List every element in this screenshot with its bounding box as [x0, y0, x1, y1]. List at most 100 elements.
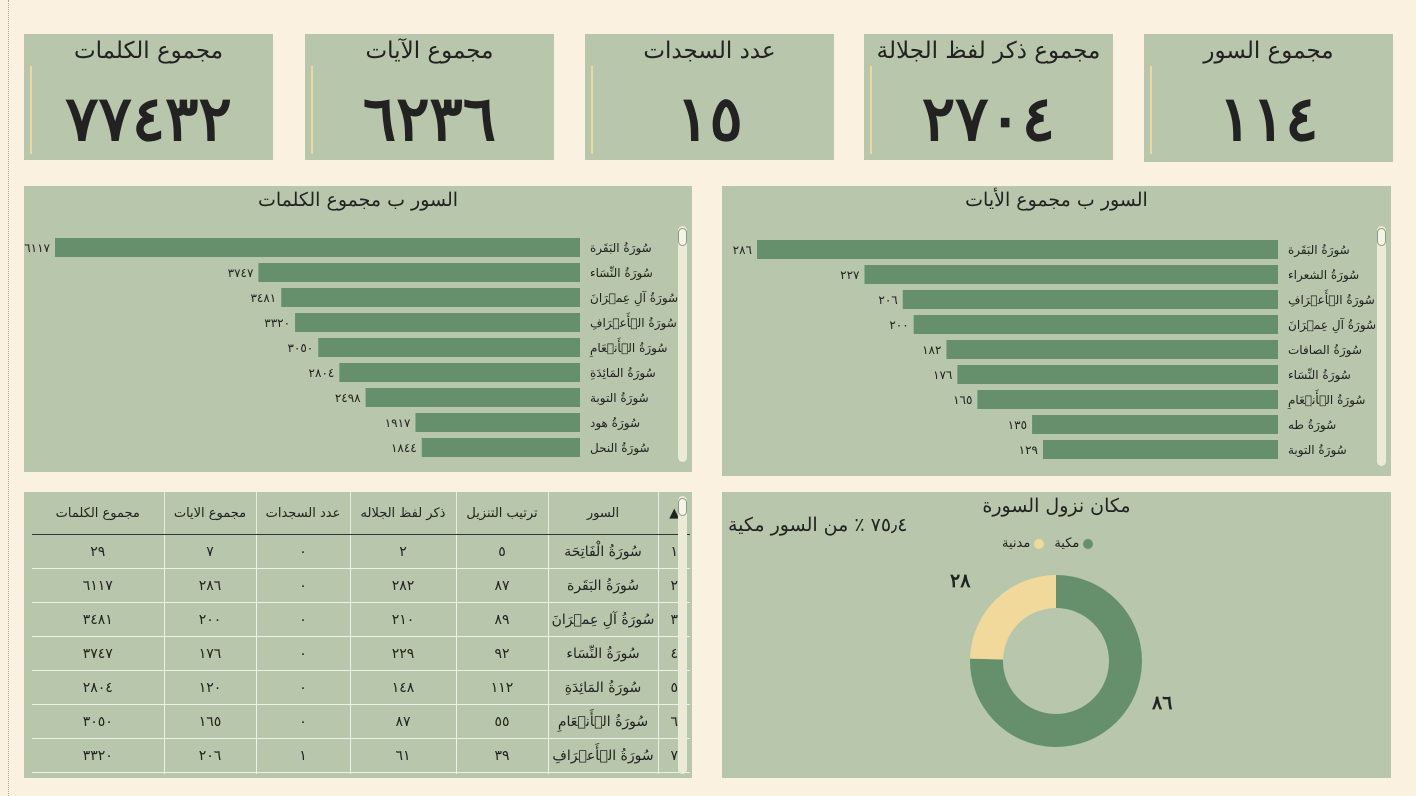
table-cell: ٢ [349, 534, 456, 569]
sort-ascending-icon[interactable]: ▲ [669, 505, 680, 521]
bar-category-label: سُورَةُ البَقَرة [1288, 243, 1350, 258]
bar-category-label: سُورَةُ التوبة [1288, 443, 1347, 458]
bar[interactable] [946, 340, 1278, 359]
kpi-card-total-verses[interactable]: مجموع الآيات ٦٢٣٦ [305, 34, 554, 160]
bar[interactable] [365, 388, 580, 407]
table-row[interactable]: ٥ سُورَةُ المَائِدَةِ ١١٢ ١٤٨ ٠ ١٢٠ ٢٨٠٤ [32, 670, 690, 705]
table-cell: ٢٠٠ [163, 602, 256, 637]
table-cell: سُورَةُ الْفَاتِحَة [547, 534, 658, 569]
kpi-title: مجموع الآيات [365, 38, 494, 64]
table-row[interactable]: ٤ سُورَةُ النِّسَاء ٩٢ ٢٢٩ ٠ ١٧٦ ٣٧٤٧ [32, 636, 690, 671]
bar[interactable] [977, 390, 1278, 409]
surah-table-panel[interactable]: ▲ السور ترتيب التنزيل ذكر لفظ الجلاله عد… [24, 492, 692, 778]
surah-table: ▲ السور ترتيب التنزيل ذكر لفظ الجلاله عد… [32, 492, 690, 774]
legend-dot [1034, 538, 1045, 549]
kpi-title: مجموع الكلمات [73, 38, 224, 64]
kpi-value: ٦٢٣٦ [362, 82, 497, 155]
table-row[interactable]: ١ سُورَةُ الْفَاتِحَة ٥ ٢ ٠ ٧ ٢٩ [32, 534, 690, 569]
table-cell: ٣٧٤٧ [32, 636, 164, 671]
kpi-accent-line [591, 66, 593, 154]
bar[interactable] [913, 315, 1278, 334]
bar-category-label: سُورَةُ التوبة [590, 391, 649, 406]
legend-item-medinan[interactable]: مدنية [1002, 536, 1045, 551]
revelation-place-panel[interactable]: مكان نزول السورة ٧٥٫٤ ٪ من السور مكية مك… [722, 492, 1391, 778]
bar-category-label: سُورَةُ هود [590, 416, 640, 431]
bar-category-label: سُورَةُ الصافات [1288, 343, 1362, 358]
kpi-card-allah-mentions[interactable]: مجموع ذكر لفظ الجلالة ٢٧٠٤ [864, 34, 1113, 160]
table-cell: سُورَةُ النِّسَاء [547, 636, 658, 671]
bar[interactable] [55, 238, 580, 257]
legend-dot [1083, 538, 1094, 549]
bar-category-label: سُورَةُ النِّسَاء [590, 266, 653, 281]
table-cell: ٥٥ [455, 704, 548, 739]
table-row[interactable]: ٧ سُورَةُ الۡأَعۡرَافِ ٣٩ ٦١ ١ ٢٠٦ ٣٣٢٠ [32, 738, 690, 773]
bar-category-label: سُورَةُ الشعراء [1288, 268, 1359, 283]
table-cell: ٢٢٩ [349, 636, 456, 671]
bar-value-label: ٢٠٦ [878, 293, 897, 307]
bar[interactable] [902, 290, 1278, 309]
chart-scrollbar[interactable] [678, 226, 687, 462]
verses-bar-chart-panel[interactable]: السور ب مجموع الأيات ٢٨٦ سُورَةُ البَقَرة… [722, 186, 1391, 476]
table-row[interactable]: ٦ سُورَةُ الۡأَنۡعَامِ ٥٥ ٨٧ ٠ ١٦٥ ٣٠٥٠ [32, 704, 690, 739]
table-cell: ٨٧ [349, 704, 456, 739]
bar[interactable] [1032, 415, 1278, 434]
bar[interactable] [415, 413, 580, 432]
bar[interactable] [757, 240, 1278, 259]
table-scrollbar[interactable] [678, 496, 687, 774]
column-header[interactable]: السور [547, 492, 658, 535]
bar[interactable] [1043, 440, 1278, 459]
chart-scrollbar[interactable] [1377, 226, 1386, 466]
kpi-card-total-surahs[interactable]: مجموع السور ١١٤ [1144, 34, 1393, 162]
bar[interactable] [258, 263, 580, 282]
kpi-accent-line [870, 66, 872, 154]
legend-item-meccan[interactable]: مكية [1054, 536, 1094, 551]
bar[interactable] [421, 438, 580, 457]
bar[interactable] [295, 313, 580, 332]
table-row[interactable]: ٨سُورَةُ الأنفال٨٨٨٩٠٧٥١٢٣٢ [32, 772, 690, 774]
kpi-title: عدد السجدات [643, 38, 776, 64]
kpi-card-prostrations[interactable]: عدد السجدات ١٥ [585, 34, 834, 160]
scroll-thumb[interactable] [678, 228, 687, 246]
bar-value-label: ١٨٤٤ [391, 441, 417, 455]
bar-category-label: سُورَةُ النِّسَاء [1288, 368, 1351, 383]
bar-value-label: ٣٤٨١ [250, 291, 276, 305]
column-header[interactable]: مجموع الكلمات [32, 492, 164, 535]
table-row[interactable]: ٢ سُورَةُ البَقَرة ٨٧ ٢٨٢ ٠ ٢٨٦ ٦١١٧ [32, 568, 690, 603]
donut-chart [970, 575, 1142, 747]
words-bar-chart-panel[interactable]: السور ب مجموع الكلمات ٦١١٧ سُورَةُ البَقَ… [24, 186, 692, 472]
donut-slice[interactable] [970, 575, 1056, 660]
table-cell: ٦١١٧ [32, 568, 164, 603]
bar[interactable] [339, 363, 580, 382]
words-bar-chart: ٦١١٧ سُورَةُ البَقَرة ٣٧٤٧ سُورَةُ النِّسَا… [24, 238, 678, 457]
table-cell: ٢٨٦ [163, 568, 256, 603]
bar-category-label: سُورَةُ الۡأَنۡعَامِ [1287, 389, 1365, 409]
bar[interactable] [318, 338, 580, 357]
table-row[interactable]: ٣ سُورَةُ آلِ عِمۡرَانَ ٨٩ ٢١٠ ٠ ٢٠٠ ٣٤٨١ [32, 602, 690, 637]
column-header[interactable]: ترتيب التنزيل [455, 492, 548, 535]
bar-category-label: سُورَةُ البَقَرة [590, 241, 652, 256]
bar-category-label: سُورَةُ الۡأَعۡرَافِ [1288, 289, 1375, 308]
donut-slice[interactable] [970, 575, 1142, 747]
scroll-thumb[interactable] [1377, 228, 1386, 246]
table-cell: ٠ [255, 568, 350, 603]
bar-value-label: ٢٨٦ [733, 243, 752, 257]
table-cell: ٨٩ [455, 602, 548, 637]
bar[interactable] [957, 365, 1278, 384]
column-header[interactable]: مجموع الايات [163, 492, 256, 535]
kpi-card-total-words[interactable]: مجموع الكلمات ٧٧٤٣٢ [24, 34, 273, 160]
table-cell: ٠ [255, 602, 350, 637]
donut-legend: مكية مدنية [1002, 536, 1094, 551]
column-header[interactable]: عدد السجدات [255, 492, 350, 535]
table-cell: ٧ [163, 534, 256, 569]
table-cell: ١٦٥ [163, 704, 256, 739]
scroll-thumb[interactable] [678, 498, 687, 516]
bar[interactable] [864, 265, 1278, 284]
kpi-accent-line [30, 66, 32, 154]
table-cell: ٢٨٢ [349, 568, 456, 603]
table-cell: ٨٧ [455, 568, 548, 603]
table-cell: ٠ [255, 636, 350, 671]
slice-label-medinan: ٢٨ [950, 570, 971, 592]
bar[interactable] [281, 288, 580, 307]
kpi-value: ٢٧٠٤ [921, 82, 1056, 155]
column-header[interactable]: ذكر لفظ الجلاله [349, 492, 456, 535]
